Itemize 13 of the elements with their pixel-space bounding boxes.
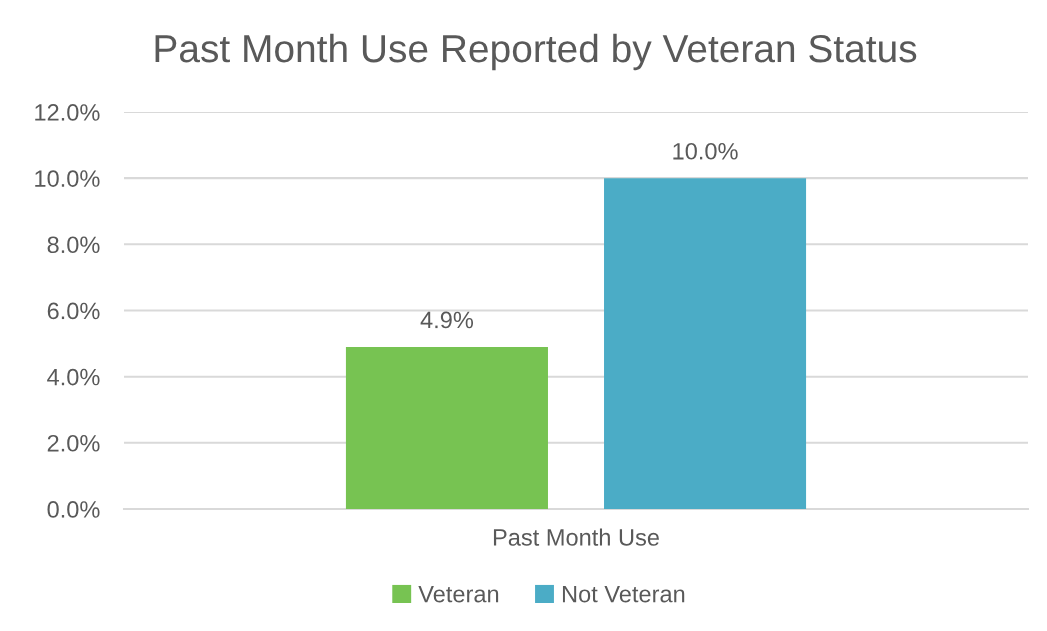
x-tick-label: Past Month Use xyxy=(493,528,659,546)
y-tick-label: 6.0% xyxy=(47,302,100,320)
y-tick-label: 2.0% xyxy=(47,434,100,452)
legend-label: Not Veteran xyxy=(562,585,685,603)
data-label: 4.9% xyxy=(420,311,474,329)
y-tick-label: 10.0% xyxy=(35,170,100,187)
y-tick-label: 0.0% xyxy=(47,501,100,518)
y-tick-label: 12.0% xyxy=(35,104,100,121)
chart-title: Past Month Use Reported by Veteran Status xyxy=(155,33,917,71)
y-tick-label: 4.0% xyxy=(47,368,100,386)
legend-label: Veteran xyxy=(418,585,499,603)
data-label: 10.0% xyxy=(673,142,738,160)
y-tick-label: 8.0% xyxy=(47,236,100,254)
